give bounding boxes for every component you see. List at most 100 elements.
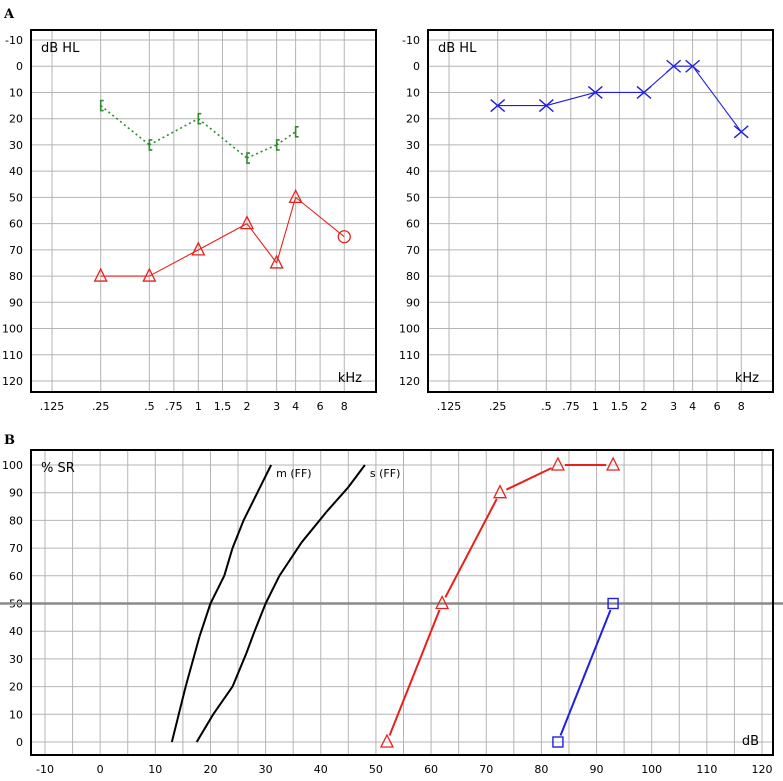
y-tick-label: -10 <box>402 34 420 47</box>
data-point-bracket <box>275 139 280 151</box>
data-point-triangle <box>191 241 206 256</box>
y-tick-label: 70 <box>406 244 420 257</box>
series-line-segment <box>559 609 612 736</box>
data-point-triangle <box>492 484 508 499</box>
plot-frame <box>30 29 377 393</box>
plot-frame <box>30 449 774 756</box>
data-point-bracket <box>197 112 202 125</box>
series-line-segment <box>300 511 328 544</box>
series-line-segment <box>253 603 267 632</box>
data-point-triangle <box>142 267 157 282</box>
x-tick-label: 1 <box>195 400 202 413</box>
x-tick-label: .125 <box>437 400 462 413</box>
y-tick-label: 50 <box>406 191 420 204</box>
series-line-segment <box>505 467 553 491</box>
y-tick-label: 60 <box>406 218 420 231</box>
data-point-x <box>490 99 506 113</box>
x-tick-label: 120 <box>752 763 773 776</box>
x-tick-label: 3 <box>273 400 280 413</box>
data-point-x <box>587 85 603 99</box>
series-line-segment <box>388 609 441 736</box>
y-tick-label: 20 <box>406 113 420 126</box>
data-point-triangle <box>269 254 284 269</box>
series-line-segment <box>242 492 259 521</box>
series-line-segment <box>256 464 273 494</box>
x-tick-label: 60 <box>424 763 438 776</box>
y-tick-label: 10 <box>9 86 23 99</box>
x-tick-label: 6 <box>714 400 721 413</box>
x-tick-label: .75 <box>165 400 183 413</box>
y-tick-label: 100 <box>2 323 23 336</box>
data-point-triangle <box>606 456 621 471</box>
data-point-triangle <box>379 733 395 748</box>
data-point-triangle <box>239 215 255 230</box>
x-tick-label: 3 <box>670 400 677 413</box>
data-point-x <box>666 59 682 73</box>
y-tick-label: 60 <box>9 570 23 583</box>
x-tick-label: 30 <box>259 763 273 776</box>
data-point-circle <box>337 230 351 244</box>
series-1: s (FF) <box>195 464 400 743</box>
series-0 <box>99 99 299 164</box>
panel-label-a: A <box>3 7 15 22</box>
x-tick-label: 100 <box>641 763 662 776</box>
x-tick-label: .25 <box>489 400 507 413</box>
panel-label-b: B <box>4 433 15 448</box>
y-tick-label: 0 <box>413 60 420 73</box>
x-tick-label: -10 <box>36 763 54 776</box>
series-line-segment <box>692 65 742 133</box>
series-line-segment <box>276 197 297 264</box>
y-tick-label: 90 <box>9 487 23 500</box>
series-line-segment <box>231 520 245 549</box>
y-tick-label: 80 <box>406 270 420 283</box>
data-point-bracket <box>246 152 250 164</box>
x-tick-label: .25 <box>92 400 110 413</box>
x-tick-label: 8 <box>738 400 745 413</box>
y-tick-label: 90 <box>9 296 23 309</box>
y-tick-label: 80 <box>9 514 23 527</box>
y-tick-label: 0 <box>16 736 23 749</box>
x-tick-label: 80 <box>534 763 548 776</box>
x-tick-label: 110 <box>696 763 717 776</box>
data-point-triangle <box>288 188 303 204</box>
series-line-segment <box>246 144 277 159</box>
series-line-segment <box>198 603 212 638</box>
data-point-x <box>733 125 749 139</box>
y-tick-label: 70 <box>9 244 23 257</box>
series-line-segment <box>295 196 345 238</box>
y-tick-label: 70 <box>9 542 23 555</box>
y-tick-label: 100 <box>2 459 23 472</box>
y-axis-label: dB HL <box>41 41 80 56</box>
audiogram-left: .125 .25 .5 .75 1 1.5 2 3 4 6 8 -10 0 10 20 30 40 50 60 70 8… <box>2 29 377 413</box>
y-tick-label: 50 <box>9 191 23 204</box>
y-tick-label: 40 <box>406 165 420 178</box>
speech-recognition-chart: -10 0 10 20 30 40 50 60 70 80 90 100 110 120 0 10 20 30 40… <box>0 449 783 776</box>
y-tick-label: 40 <box>9 165 23 178</box>
y-tick-label: 110 <box>2 349 23 362</box>
data-point-bracket <box>99 99 104 112</box>
y-tick-label: 40 <box>9 625 23 638</box>
x-tick-label: 1 <box>592 400 599 413</box>
series-line-segment <box>195 713 215 743</box>
y-axis-label: % SR <box>41 461 75 476</box>
y-tick-label: 80 <box>9 270 23 283</box>
x-tick-label: .5 <box>541 400 552 413</box>
y-tick-label: 10 <box>9 708 23 721</box>
x-tick-label: .75 <box>562 400 580 413</box>
data-point-square <box>607 597 619 610</box>
series-line-segment <box>149 249 199 277</box>
x-tick-label: .5 <box>144 400 155 413</box>
series-line-segment <box>246 223 278 264</box>
x-tick-label: 0 <box>97 763 104 776</box>
series-0: m (FF) <box>170 464 312 743</box>
data-point-triangle <box>550 456 565 471</box>
series-line-segment <box>231 652 248 687</box>
data-point-triangle <box>435 595 450 610</box>
series-line-segment <box>444 498 498 598</box>
data-point-bracket <box>148 139 153 151</box>
x-tick-label: 70 <box>479 763 493 776</box>
y-tick-label: 100 <box>399 323 420 336</box>
x-tick-label: 40 <box>314 763 328 776</box>
y-tick-label: 30 <box>406 139 420 152</box>
